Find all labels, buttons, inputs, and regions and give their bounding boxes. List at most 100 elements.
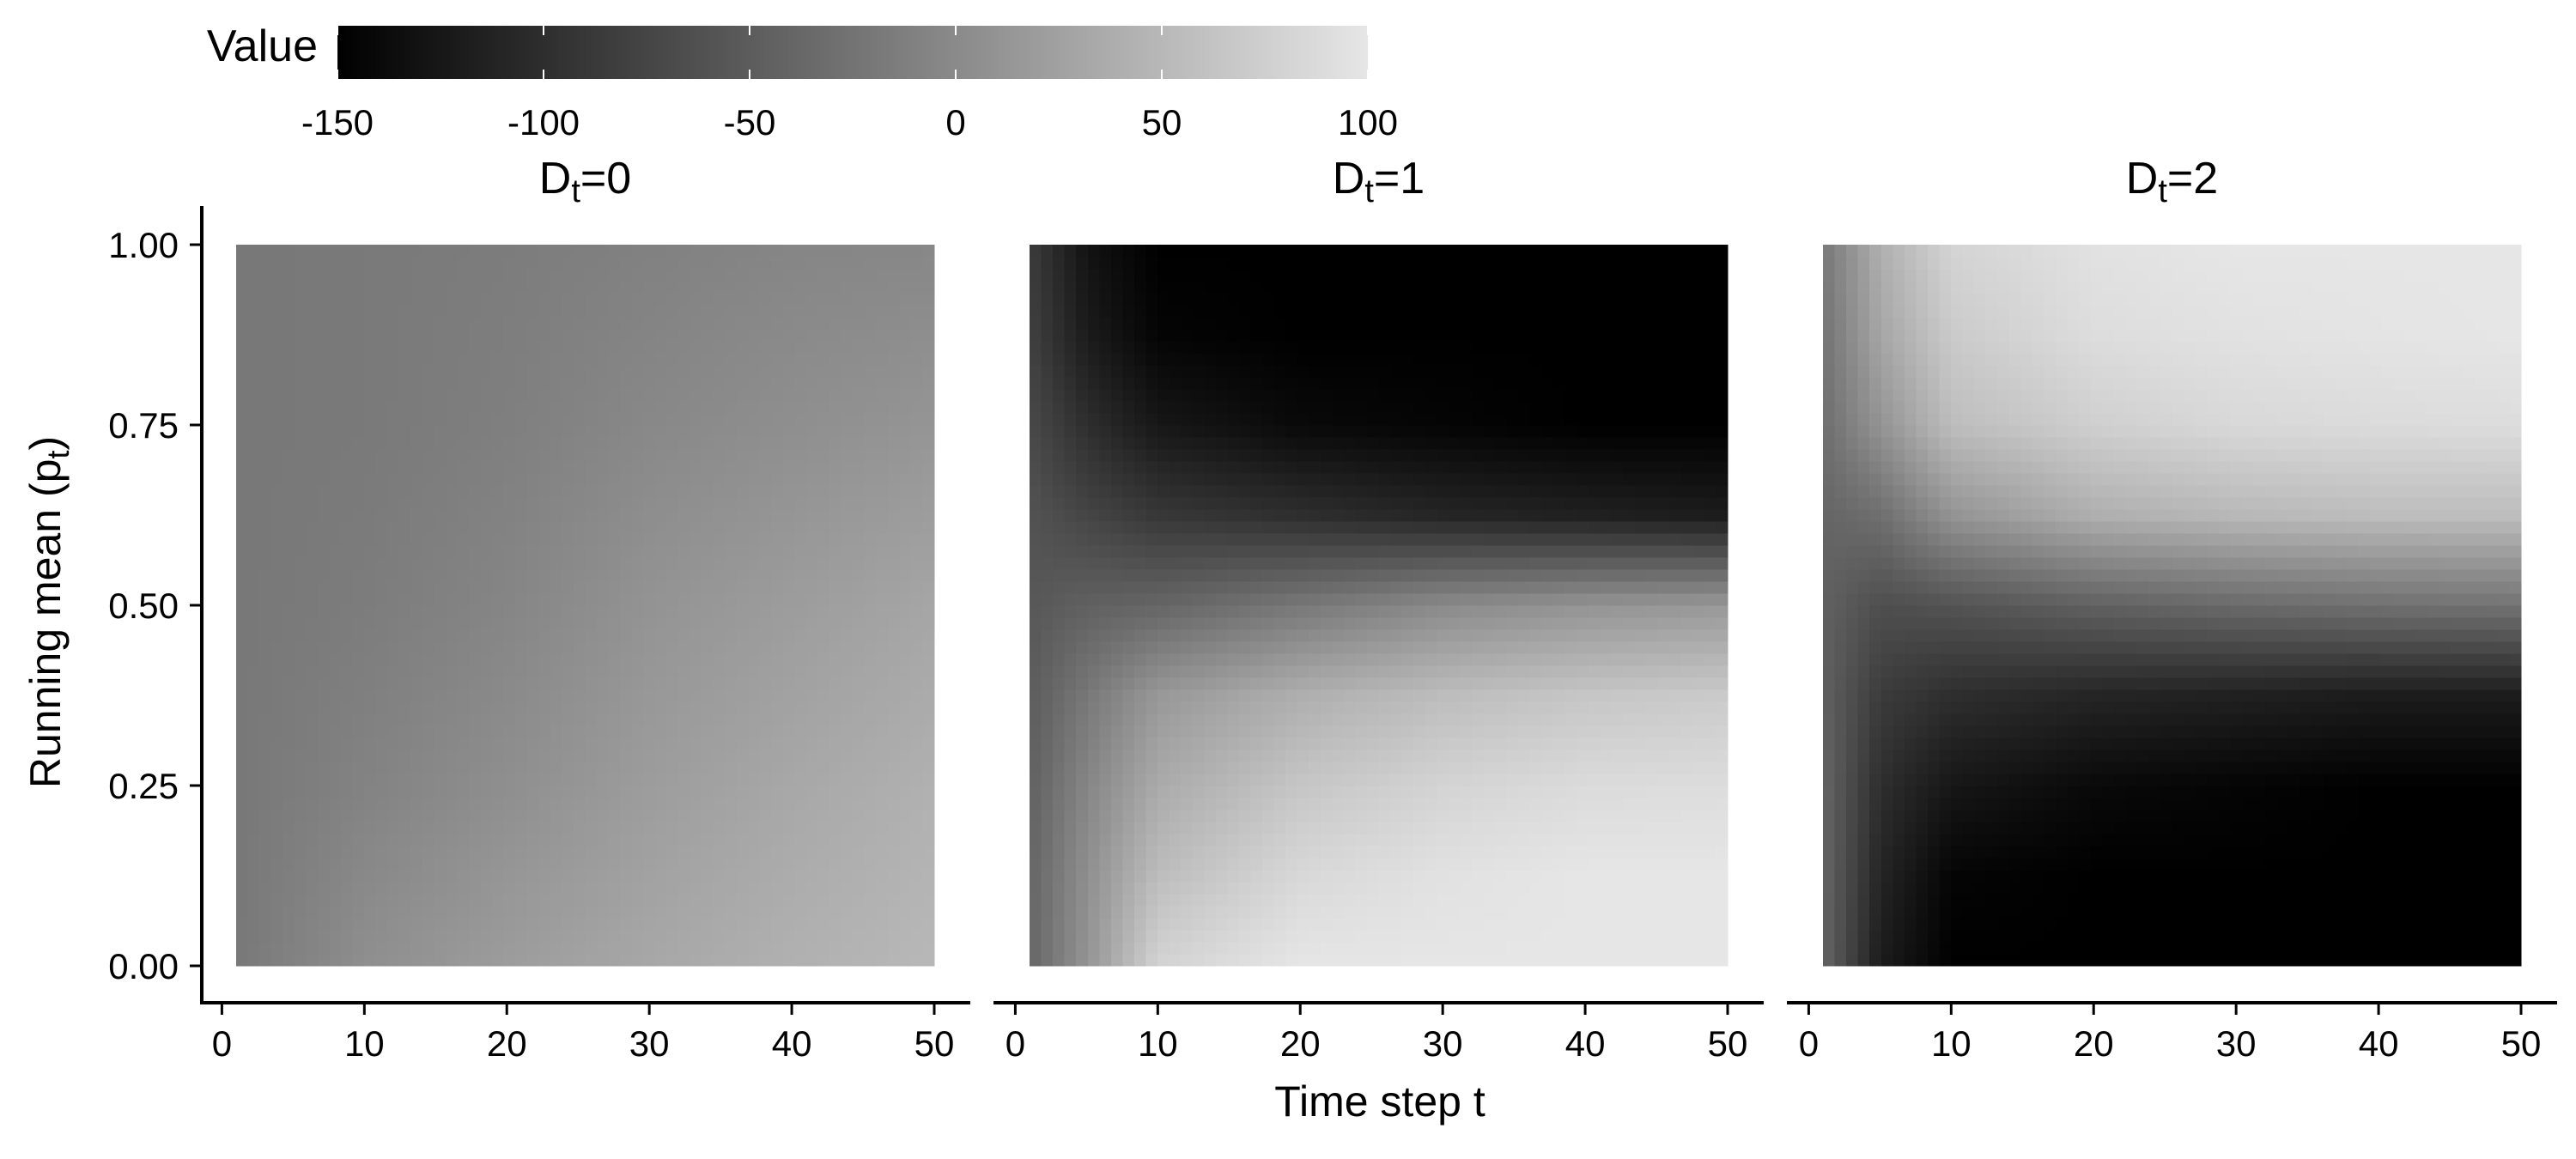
heatmap-cell [1076,858,1089,871]
heatmap-cell [375,245,388,258]
heatmap-cell [457,353,470,366]
heatmap-cell [1041,677,1054,690]
heatmap-cell [922,485,935,498]
heatmap-cell [608,593,621,606]
heatmap-cell [654,257,667,270]
heatmap-cell [1122,918,1135,931]
heatmap-cell [620,725,633,738]
heatmap-cell [922,317,935,330]
heatmap-cell [1285,557,1298,570]
heatmap-cell [876,665,889,678]
heatmap-cell [352,305,365,318]
heatmap-cell [550,293,562,306]
heatmap-cell [480,798,493,810]
heatmap-cell [1215,341,1228,354]
heatmap-cell [922,437,935,450]
heatmap-cell [1099,762,1112,774]
heatmap-cell [620,665,633,678]
heatmap-cell [1133,942,1147,955]
heatmap-cell [469,846,482,859]
heatmap-cell [1087,737,1100,750]
heatmap-cell [236,846,249,859]
heatmap-cell [654,245,667,258]
heatmap-cell [829,749,842,762]
heatmap-cell [247,269,260,282]
heatmap-cell [410,353,423,366]
heatmap-cell [805,749,819,762]
heatmap-cell [771,846,784,859]
heatmap-cell [1030,930,1042,943]
heatmap-cell [1122,401,1135,414]
heatmap-cell [352,834,365,846]
heatmap-cell [631,713,644,726]
heatmap-cell [643,605,656,618]
heatmap-cell [690,461,702,474]
heatmap-cell [876,449,889,462]
heatmap-cell [1250,305,1263,318]
heatmap-cell [398,365,411,378]
heatmap-cell [1133,593,1147,606]
heatmap-cell [666,918,679,931]
heatmap-cell [1064,509,1077,522]
heatmap-cell [398,293,411,306]
heatmap-cell [864,245,877,258]
heatmap-cell [1227,521,1240,534]
heatmap-cell [270,257,283,270]
heatmap-cell [550,269,562,282]
heatmap-cell [620,449,633,462]
heatmap-cell [503,377,516,390]
heatmap-cell [1285,870,1298,883]
heatmap-cell [562,521,574,534]
heatmap-cell [922,509,935,522]
heatmap-cell [677,894,691,907]
heatmap-cell [677,725,691,738]
heatmap-cell [1133,533,1147,546]
heatmap-cell [1273,858,1286,871]
heatmap-cell [503,557,516,570]
heatmap-cell [422,245,434,258]
heatmap-cell [445,329,459,342]
heatmap-cell [1273,437,1286,450]
heatmap-cell [829,918,842,931]
heatmap-cell [713,834,726,846]
heatmap-cell [1087,473,1100,486]
heatmap-cell [352,425,365,438]
heatmap-cell [677,533,691,546]
heatmap-cell [1157,894,1170,907]
heatmap-cell [794,918,807,931]
heatmap-cell [1030,473,1042,486]
heatmap-cell [794,653,807,666]
heatmap-cell [1157,581,1170,594]
heatmap-cell [1238,437,1252,450]
heatmap-cell [1064,545,1077,558]
heatmap-cell [829,473,842,486]
heatmap-cell [492,882,505,895]
heatmap-cell [794,617,807,630]
heatmap-cell [422,497,434,510]
heatmap-cell [469,713,482,726]
heatmap-cell [457,677,470,690]
heatmap-cell [469,725,482,738]
heatmap-cell [340,918,354,931]
heatmap-cell [1157,485,1170,498]
heatmap-cell [910,557,924,570]
heatmap-cell [1053,305,1066,318]
heatmap-cell [457,798,470,810]
heatmap-cell [352,377,365,390]
heatmap-cell [922,281,935,294]
heatmap-cell [899,353,912,366]
heatmap-cell [562,245,574,258]
heatmap-cell [492,281,505,294]
heatmap-cell [1192,954,1205,967]
heatmap-cell [748,533,761,546]
heatmap-cell [736,329,749,342]
heatmap-cell [585,353,598,366]
heatmap-cell [620,569,633,582]
heatmap-cell [841,930,854,943]
heatmap-cell [352,774,365,786]
heatmap-cell [1273,641,1286,654]
heatmap-cell [1181,834,1194,846]
heatmap-cell [748,882,761,895]
heatmap-cell [1250,774,1263,786]
heatmap-cell [759,401,772,414]
